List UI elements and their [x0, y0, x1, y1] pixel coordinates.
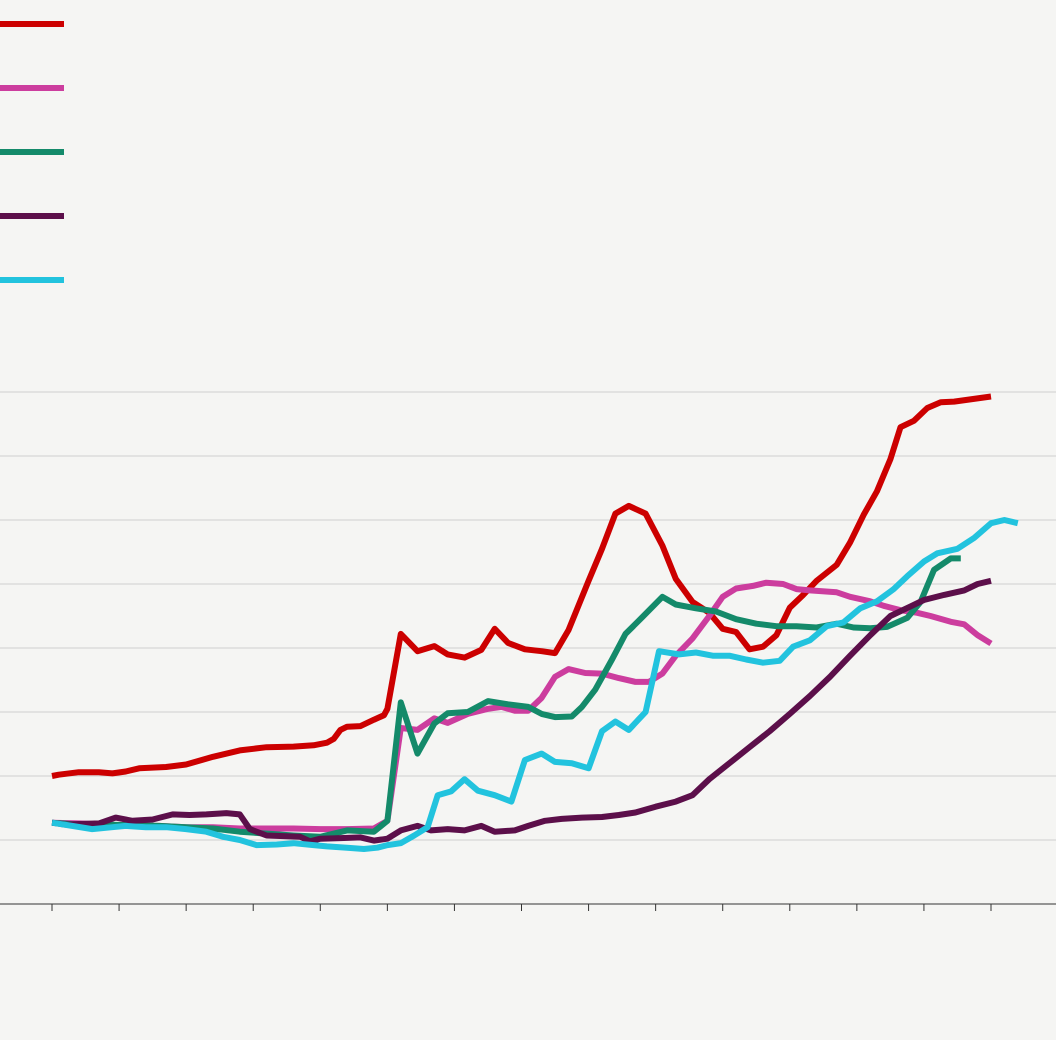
- x-axis-ticks: [51, 904, 992, 911]
- legend: [0, 21, 64, 283]
- series-line-4: [51, 577, 992, 845]
- series-lines: [51, 393, 1019, 852]
- series-line-2: [51, 579, 993, 833]
- gridlines: [0, 391, 1056, 841]
- series-line-1: [51, 393, 992, 779]
- series-line-3: [51, 555, 961, 840]
- series-line-5: [51, 517, 1019, 852]
